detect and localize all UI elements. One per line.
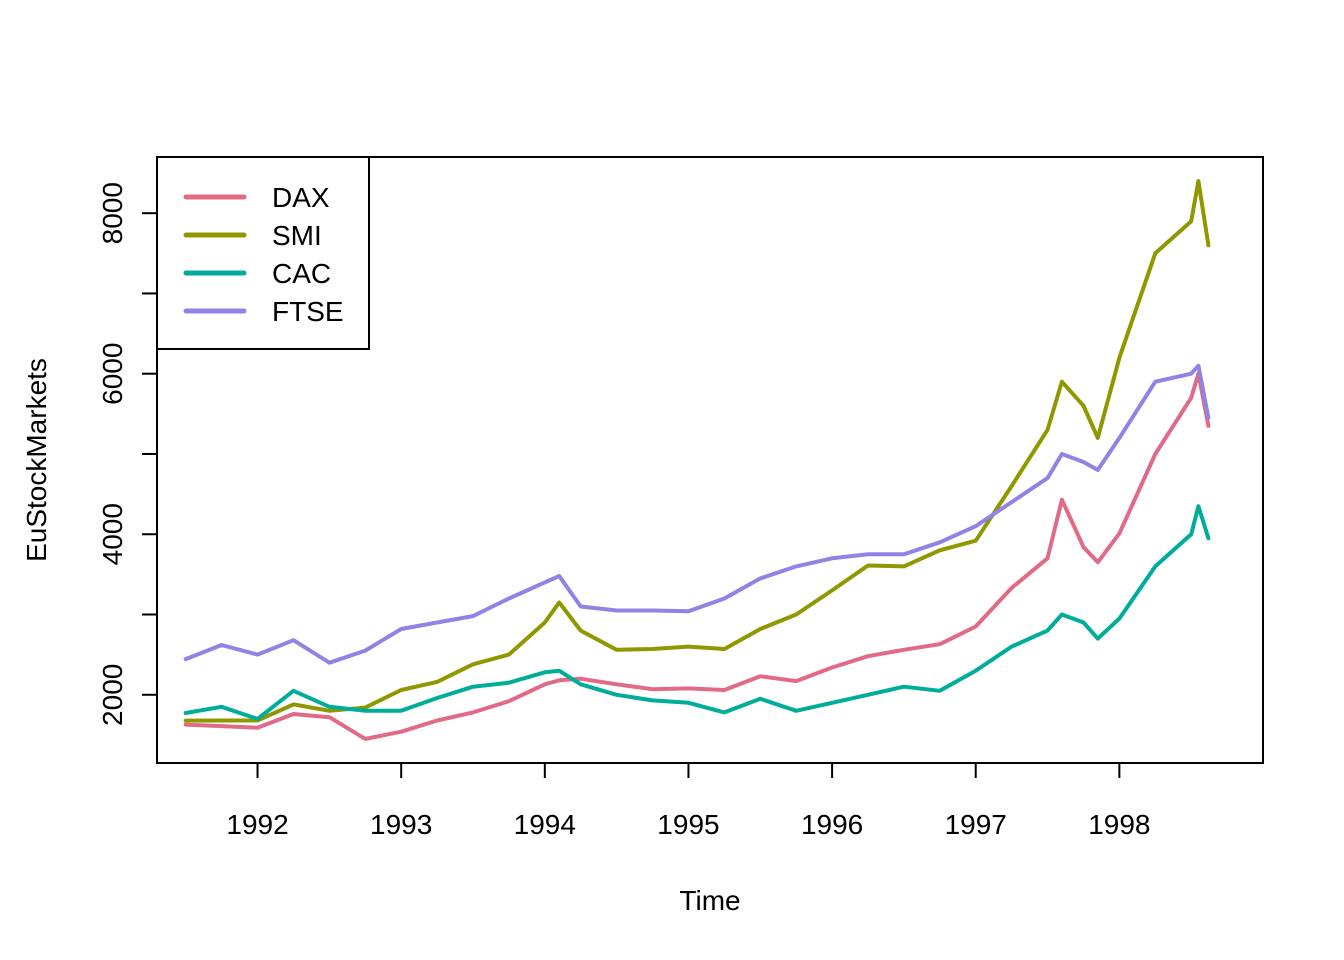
x-axis-label: Time xyxy=(679,885,740,916)
series-line-ftse xyxy=(183,363,1211,665)
x-tick-label: 1995 xyxy=(657,809,719,840)
series-layer xyxy=(183,179,1211,741)
y-tick-label: 6000 xyxy=(97,343,128,405)
x-tick-label: 1993 xyxy=(370,809,432,840)
x-tick-label: 1994 xyxy=(514,809,576,840)
y-axis: 2000 4000 6000 8000 xyxy=(97,182,158,726)
legend-label-cac: CAC xyxy=(272,258,331,289)
x-axis: 1992 1993 1994 1995 1996 1997 1998 xyxy=(226,762,1151,840)
series-line-smi xyxy=(183,179,1211,723)
legend-label-ftse: FTSE xyxy=(272,296,344,327)
legend: DAX SMI CAC FTSE xyxy=(156,156,370,350)
y-axis-label: EuStockMarkets xyxy=(21,358,52,562)
x-tick-label: 1998 xyxy=(1088,809,1150,840)
legend-label-smi: SMI xyxy=(272,220,322,251)
series-line-dax xyxy=(183,371,1211,741)
legend-box xyxy=(156,156,370,350)
y-tick-label: 8000 xyxy=(97,182,128,244)
series-line-cac xyxy=(183,504,1211,721)
legend-label-dax: DAX xyxy=(272,182,330,213)
x-tick-label: 1992 xyxy=(226,809,288,840)
x-tick-label: 1996 xyxy=(801,809,863,840)
y-tick-label: 2000 xyxy=(97,664,128,726)
y-tick-label: 4000 xyxy=(97,503,128,565)
x-tick-label: 1997 xyxy=(945,809,1007,840)
